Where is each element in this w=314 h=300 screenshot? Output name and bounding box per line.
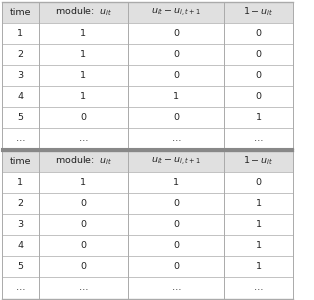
- Text: 2: 2: [17, 50, 23, 59]
- Text: 0: 0: [255, 29, 262, 38]
- Text: $\ldots$: $\ldots$: [253, 284, 264, 292]
- Bar: [2, 151, 293, 172]
- Text: 3: 3: [17, 71, 23, 80]
- Text: 0: 0: [80, 241, 86, 250]
- Text: $\ldots$: $\ldots$: [78, 284, 89, 292]
- Text: 0: 0: [255, 178, 262, 187]
- Bar: [2, 107, 293, 128]
- Text: 0: 0: [173, 262, 179, 271]
- Text: $\ldots$: $\ldots$: [171, 134, 181, 143]
- Text: 1: 1: [255, 199, 262, 208]
- Bar: [2, 235, 293, 256]
- Text: $\ldots$: $\ldots$: [15, 284, 25, 292]
- Text: time: time: [9, 157, 31, 166]
- Bar: [2, 193, 293, 214]
- Text: $\ldots$: $\ldots$: [15, 134, 25, 143]
- Bar: [2, 256, 293, 278]
- Text: $u_{it} - u_{i,t+1}$: $u_{it} - u_{i,t+1}$: [151, 155, 201, 167]
- Text: 0: 0: [80, 113, 86, 122]
- Text: 1: 1: [173, 178, 179, 187]
- Text: 0: 0: [173, 199, 179, 208]
- Bar: [2, 2, 293, 22]
- Text: module:  $u_{it}$: module: $u_{it}$: [55, 6, 112, 18]
- Bar: [2, 172, 293, 193]
- Bar: [2, 214, 293, 235]
- Text: 0: 0: [80, 199, 86, 208]
- Text: module:  $u_{it}$: module: $u_{it}$: [55, 155, 112, 167]
- Text: 0: 0: [173, 220, 179, 229]
- Text: 5: 5: [17, 113, 23, 122]
- Text: 4: 4: [17, 92, 23, 101]
- Bar: [2, 22, 293, 44]
- Bar: [2, 65, 293, 86]
- Text: 2: 2: [17, 199, 23, 208]
- Text: 1: 1: [80, 29, 86, 38]
- Text: 1: 1: [173, 92, 179, 101]
- Text: time: time: [9, 8, 31, 16]
- Text: 0: 0: [80, 262, 86, 271]
- Text: 1: 1: [255, 113, 262, 122]
- Bar: [2, 44, 293, 65]
- Text: 5: 5: [17, 262, 23, 271]
- Text: 0: 0: [255, 71, 262, 80]
- Text: $\ldots$: $\ldots$: [78, 134, 89, 143]
- Text: 1: 1: [17, 29, 23, 38]
- Text: 3: 3: [17, 220, 23, 229]
- Bar: [2, 278, 293, 298]
- Text: 0: 0: [80, 220, 86, 229]
- Text: 0: 0: [173, 50, 179, 59]
- Text: 0: 0: [173, 29, 179, 38]
- Text: $\ldots$: $\ldots$: [253, 134, 264, 143]
- Text: 0: 0: [255, 50, 262, 59]
- Text: 0: 0: [255, 92, 262, 101]
- Bar: [2, 86, 293, 107]
- Text: 1: 1: [80, 50, 86, 59]
- Text: $1 - u_{it}$: $1 - u_{it}$: [243, 6, 273, 18]
- Text: $\ldots$: $\ldots$: [171, 284, 181, 292]
- Text: 0: 0: [173, 71, 179, 80]
- Text: 1: 1: [255, 262, 262, 271]
- Text: 0: 0: [173, 241, 179, 250]
- Text: $u_{it} - u_{i,t+1}$: $u_{it} - u_{i,t+1}$: [151, 6, 201, 18]
- Bar: [2, 128, 293, 149]
- Text: 1: 1: [80, 178, 86, 187]
- Text: 1: 1: [80, 92, 86, 101]
- Text: 0: 0: [173, 113, 179, 122]
- Text: $1 - u_{it}$: $1 - u_{it}$: [243, 155, 273, 167]
- Text: 4: 4: [17, 241, 23, 250]
- Text: 1: 1: [255, 220, 262, 229]
- Text: 1: 1: [255, 241, 262, 250]
- Text: 1: 1: [80, 71, 86, 80]
- Text: 1: 1: [17, 178, 23, 187]
